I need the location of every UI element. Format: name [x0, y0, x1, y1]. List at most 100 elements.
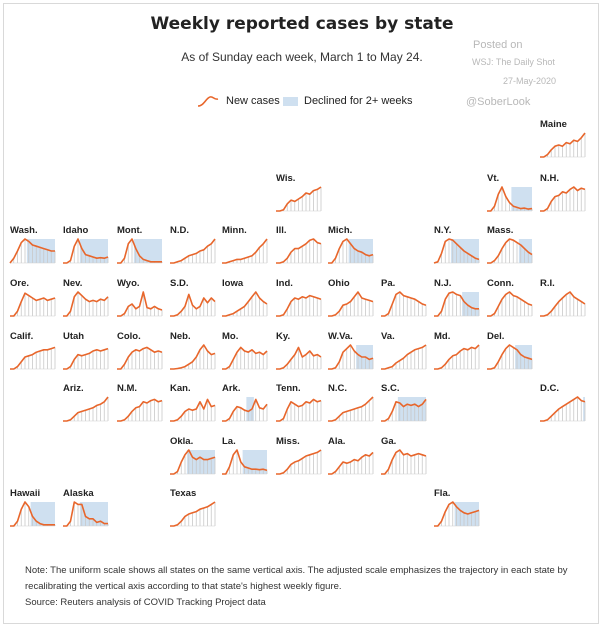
cases-line-conn	[487, 291, 533, 317]
state-label-la: La.	[222, 436, 236, 447]
state-cell-sd: S.D.	[170, 278, 216, 317]
chart-title: Weekly reported cases by state	[150, 14, 454, 34]
state-cell-ri: R.I.	[540, 278, 586, 317]
chart-subtitle: As of Sunday each week, March 1 to May 2…	[181, 50, 423, 64]
legend-new-cases-swatch	[197, 96, 219, 107]
state-cell-idaho: Idaho	[63, 225, 109, 264]
cases-line-kan	[170, 398, 216, 422]
state-cell-md: Md.	[434, 331, 480, 370]
state-label-nc: N.C.	[328, 383, 347, 394]
state-cell-kan: Kan.	[170, 383, 216, 422]
cases-line-iowa	[222, 291, 268, 317]
cases-line-wis	[276, 186, 322, 212]
legend-declined-label: Declined for 2+ weeks	[304, 95, 413, 107]
state-label-colo: Colo.	[117, 331, 141, 342]
declined-band-nj	[462, 292, 479, 316]
cases-line-colo	[117, 346, 163, 370]
cases-line-hawaii	[10, 501, 55, 527]
cases-line-maine	[540, 132, 586, 158]
legend-declined-swatch	[283, 97, 298, 106]
cases-line-minn	[222, 238, 268, 264]
state-cell-fla: Fla.	[434, 488, 480, 527]
state-label-calif: Calif.	[10, 331, 33, 342]
state-label-sd: S.D.	[170, 278, 188, 289]
cases-line-tenn	[276, 398, 322, 422]
cases-line-sc	[381, 398, 427, 422]
state-grid-chart: Maine Wis. Vt. N.H. Wash. Idaho Mont. N.D. Minn.…	[9, 96, 586, 527]
state-label-sc: S.C.	[381, 383, 399, 394]
cases-line-va	[381, 344, 427, 370]
state-label-miss: Miss.	[276, 436, 300, 447]
declined-band-dc	[583, 397, 585, 421]
cases-line-md	[434, 344, 480, 370]
state-label-mass: Mass.	[487, 225, 513, 236]
cases-line-wash	[9, 238, 55, 264]
state-label-pa: Pa.	[381, 278, 395, 289]
cases-line-nd	[170, 238, 216, 264]
cases-line-nm	[117, 398, 163, 422]
cases-line-utah	[63, 347, 109, 370]
state-label-dc: D.C.	[540, 383, 559, 394]
state-cell-pa: Pa.	[381, 278, 427, 317]
cases-line-ri	[540, 291, 586, 317]
state-label-fla: Fla.	[434, 488, 450, 499]
state-cell-conn: Conn.	[487, 278, 533, 317]
watermark-handle: @SoberLook	[466, 96, 531, 108]
state-cell-alaska: Alaska	[63, 488, 109, 527]
state-label-ind: Ind.	[276, 278, 293, 289]
declined-band-ark	[246, 397, 254, 421]
state-cell-mass: Mass.	[487, 225, 533, 264]
declined-band-mass	[518, 239, 532, 263]
state-cell-vt: Vt.	[487, 173, 533, 212]
cases-line-vt	[487, 186, 533, 212]
state-cell-sc: S.C.	[381, 383, 427, 422]
state-cell-utah: Utah	[63, 331, 109, 370]
state-label-nd: N.D.	[170, 225, 189, 236]
cases-line-ind	[276, 294, 322, 317]
state-cell-ala: Ala.	[328, 436, 374, 475]
state-cell-ohio: Ohio	[328, 278, 374, 317]
state-label-alaska: Alaska	[63, 488, 94, 499]
state-cell-hawaii: Hawaii	[10, 488, 56, 527]
cases-line-mass	[487, 238, 533, 264]
state-cell-nh: N.H.	[540, 173, 586, 212]
declined-band-sc	[397, 397, 426, 421]
cases-line-okla	[170, 449, 216, 475]
state-label-vt: Vt.	[487, 173, 499, 184]
state-label-mont: Mont.	[117, 225, 142, 236]
state-cell-dc: D.C.	[540, 383, 586, 422]
state-cell-wis: Wis.	[276, 173, 322, 212]
state-cell-nm: N.M.	[117, 383, 163, 422]
cases-line-ariz	[63, 396, 109, 422]
cases-line-miss	[276, 449, 322, 475]
state-label-del: Del.	[487, 331, 504, 342]
declined-band-mont	[133, 239, 162, 263]
cases-line-ore	[10, 292, 56, 317]
source-note: Source: Reuters analysis of COVID Tracki…	[25, 597, 266, 608]
cases-line-del	[487, 344, 533, 370]
state-label-conn: Conn.	[487, 278, 514, 289]
state-cell-colo: Colo.	[117, 331, 163, 370]
cases-line-calif	[10, 346, 56, 370]
state-label-ky: Ky.	[276, 331, 290, 342]
cases-line-neb	[170, 344, 216, 370]
state-cell-ind: Ind.	[276, 278, 322, 317]
state-cell-maine: Maine	[540, 119, 586, 158]
state-cell-calif: Calif.	[10, 331, 56, 370]
state-cell-wash: Wash.	[9, 225, 56, 264]
state-label-ill: Ill.	[276, 225, 287, 236]
state-cell-nj: N.J.	[434, 278, 480, 317]
cases-line-texas	[170, 501, 216, 527]
state-cells: Maine Wis. Vt. N.H. Wash. Idaho Mont. N.D. Minn.…	[9, 119, 586, 527]
state-cell-ariz: Ariz.	[63, 383, 109, 422]
state-label-iowa: Iowa	[222, 278, 244, 289]
state-cell-tenn: Tenn.	[276, 383, 322, 422]
legend-new-cases-label: New cases	[226, 95, 280, 107]
state-cell-minn: Minn.	[222, 225, 268, 264]
state-cell-miss: Miss.	[276, 436, 322, 475]
watermark-posted: Posted on	[473, 39, 523, 51]
state-cell-iowa: Iowa	[222, 278, 268, 317]
state-label-ala: Ala.	[328, 436, 345, 447]
state-cell-neb: Neb.	[170, 331, 216, 370]
state-label-idaho: Idaho	[63, 225, 89, 236]
